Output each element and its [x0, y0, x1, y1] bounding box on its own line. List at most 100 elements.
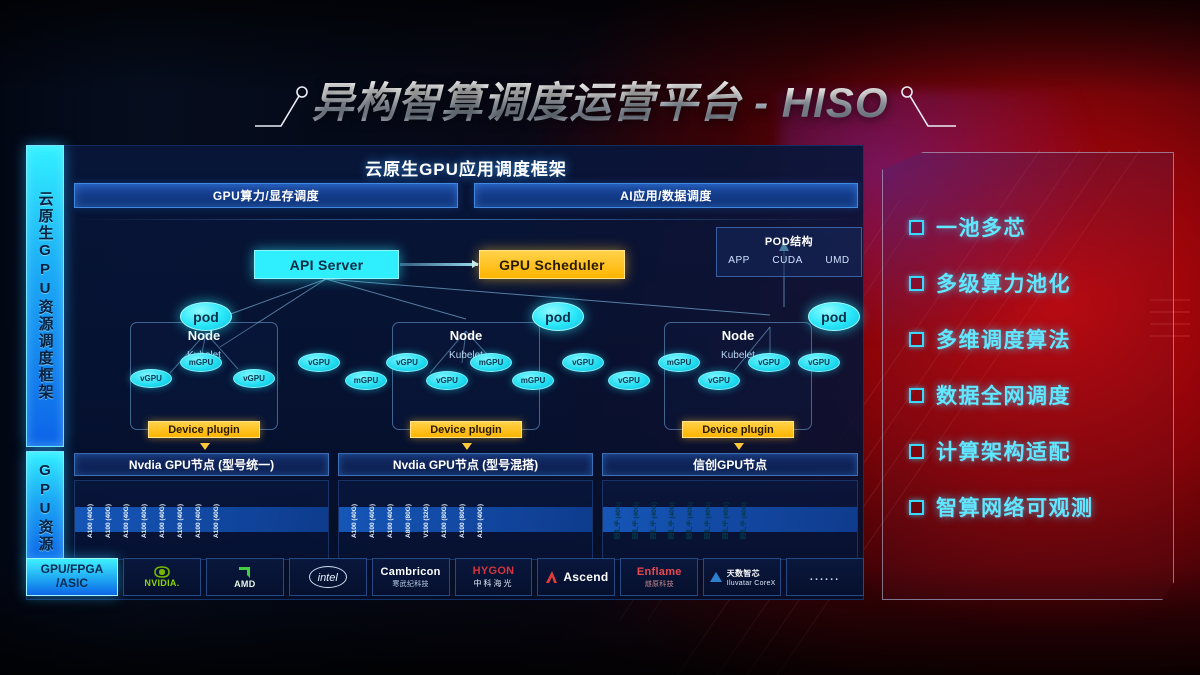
vendor-logo-nvidia[interactable]: NVIDIA.	[123, 558, 201, 596]
gpu-card[interactable]: A100 (80G)	[455, 487, 470, 555]
scheduling-bar-ai-label: AI应用/数据调度	[620, 189, 712, 203]
gpu-card-label: V100 (32G)	[423, 504, 430, 538]
gpu-node-header: 信创GPU节点	[602, 453, 858, 476]
feature-item-2[interactable]: 多维调度算法	[909, 311, 1173, 367]
checkbox-square-icon	[909, 219, 924, 235]
vendor-logo-cambricon[interactable]: Cambricon 寒武纪科技	[371, 558, 450, 596]
gpu-card[interactable]: 国产卡 (40G)	[701, 487, 716, 555]
vgpu-bubble[interactable]: vGPU	[562, 353, 604, 372]
vendor-logo-enflame[interactable]: Enflame 燧原科技	[620, 558, 699, 596]
device-plugin-button[interactable]: Device plugin	[682, 421, 794, 438]
gpu-card[interactable]: 国产卡 (40G)	[737, 487, 752, 555]
vgpu-bubble[interactable]: vGPU	[698, 371, 740, 390]
gpu-card[interactable]: 国产卡 (40G)	[647, 487, 662, 555]
gpu-card[interactable]: V100 (32G)	[419, 487, 434, 555]
device-plugin-button[interactable]: Device plugin	[410, 421, 522, 438]
gpu-card[interactable]: A100 (40G)	[383, 487, 398, 555]
gpu-card[interactable]: A100 (40G)	[173, 487, 188, 555]
checkbox-square-icon	[909, 331, 924, 347]
feature-highlights-panel: 一池多芯 多级算力池化 多维调度算法 数据全网调度 计算架构适配 智算网络可观测	[882, 152, 1174, 600]
gpu-card[interactable]: A100 (40G)	[209, 487, 224, 555]
gpu-card[interactable]: A100 (40G)	[101, 487, 116, 555]
vendor-logo-intel[interactable]: intel	[288, 558, 367, 596]
vgpu-bubble[interactable]: vGPU	[233, 369, 275, 388]
pod-structure-box: POD结构 APP CUDA UMD	[716, 227, 862, 277]
vgpu-bubble[interactable]: vGPU	[386, 353, 428, 372]
mgpu-bubble[interactable]: mGPU	[345, 371, 387, 390]
vendor-logo-amd[interactable]: AMD	[205, 558, 284, 596]
gpu-node-group-nvidia-mixed: Nvdia GPU节点 (型号混搭) A100 (40G) A100 (40G)…	[338, 451, 593, 563]
gpu-card[interactable]: A100 (40G)	[365, 487, 380, 555]
page-title: 异构智算调度运营平台 - HISO	[311, 69, 888, 130]
vendor-name: NVIDIA.	[144, 578, 180, 588]
feature-item-5[interactable]: 智算网络可观测	[909, 479, 1173, 535]
gpu-card[interactable]: A100 (40G)	[119, 487, 134, 555]
feature-label: 智算网络可观测	[936, 497, 1094, 520]
scheduling-bar-compute[interactable]: GPU算力/显存调度	[74, 183, 458, 208]
gpu-card-label: A100 (40G)	[213, 504, 220, 538]
mgpu-bubble[interactable]: mGPU	[658, 353, 700, 372]
pod-structure-item-cuda: CUDA	[772, 255, 803, 266]
rail-label-gpu-resource: GPU资源	[36, 461, 54, 553]
vendor-badge-gpu-fpga-asic: GPU/FPGA /ASIC	[26, 558, 118, 596]
slide-title-container: 异构智算调度运营平台 - HISO	[0, 68, 1200, 130]
framework-divider	[70, 219, 862, 220]
vgpu-bubble[interactable]: vGPU	[798, 353, 840, 372]
gpu-card[interactable]: A100 (80G)	[437, 487, 452, 555]
api-server-node[interactable]: API Server	[254, 250, 399, 279]
gpu-card[interactable]: 国产卡 (40G)	[683, 487, 698, 555]
feature-label: 数据全网调度	[936, 385, 1071, 408]
pod-node-3[interactable]: pod	[808, 302, 860, 331]
feature-item-3[interactable]: 数据全网调度	[909, 367, 1173, 423]
mgpu-bubble[interactable]: mGPU	[470, 353, 512, 372]
vgpu-bubble[interactable]: vGPU	[608, 371, 650, 390]
gpu-card-label: A100 (40G)	[123, 504, 130, 538]
gpu-node-tray: 国产卡 (40G) 国产卡 (40G) 国产卡 (40G) 国产卡 (40G) …	[602, 480, 858, 560]
vendor-name: ......	[809, 571, 841, 583]
device-plugin-button[interactable]: Device plugin	[148, 421, 260, 438]
title-right-decoration	[901, 86, 956, 127]
gpu-card[interactable]: A100 (40G)	[191, 487, 206, 555]
vendor-logo-more[interactable]: ......	[786, 558, 865, 596]
gpu-card-label: A100 (40G)	[369, 504, 376, 538]
gpu-card[interactable]: A100 (40G)	[155, 487, 170, 555]
node-label: Node	[721, 328, 755, 343]
gpu-card[interactable]: A800 (80G)	[401, 487, 416, 555]
vendor-name: AMD	[234, 579, 256, 589]
feature-item-1[interactable]: 多级算力池化	[909, 255, 1173, 311]
gpu-card[interactable]: 国产卡 (40G)	[665, 487, 680, 555]
gpu-card[interactable]: 国产卡 (40G)	[611, 487, 626, 555]
gpu-card-label: 国产卡 (40G)	[704, 502, 712, 540]
pod-node-1[interactable]: pod	[180, 302, 232, 331]
vendor-logo-hygon[interactable]: HYGON 中科海光	[454, 558, 533, 596]
vendor-logo-iluvatar[interactable]: 天数智芯 Iluvatar CoreX	[703, 558, 782, 596]
gpu-card[interactable]: A100 (40G)	[347, 487, 362, 555]
vendor-name: HYGON	[472, 565, 515, 577]
mgpu-bubble[interactable]: mGPU	[180, 353, 222, 372]
gpu-card[interactable]: 国产卡 (40G)	[629, 487, 644, 555]
vgpu-bubble[interactable]: vGPU	[426, 371, 468, 390]
pod-node-2[interactable]: pod	[532, 302, 584, 331]
architecture-diagram: 云原生GPU资源调度框架 GPU资源 云原生GPU应用调度框架 GPU算力/显存…	[26, 145, 864, 600]
vendor-name: Ascend	[563, 570, 609, 584]
vgpu-bubble[interactable]: vGPU	[130, 369, 172, 388]
vendor-logo-ascend[interactable]: Ascend	[537, 558, 616, 596]
feature-item-0[interactable]: 一池多芯	[909, 199, 1173, 255]
vgpu-bubble[interactable]: vGPU	[298, 353, 340, 372]
gpu-card[interactable]: 国产卡 (40G)	[719, 487, 734, 555]
gpu-card[interactable]: A100 (40G)	[473, 487, 488, 555]
gpu-scheduler-node[interactable]: GPU Scheduler	[479, 250, 625, 279]
mgpu-bubble[interactable]: mGPU	[512, 371, 554, 390]
gpu-node-header: Nvdia GPU节点 (型号统一)	[74, 453, 329, 476]
vgpu-bubble[interactable]: vGPU	[748, 353, 790, 372]
gpu-card-label: 国产卡 (40G)	[668, 502, 676, 540]
gpu-card-label: 国产卡 (40G)	[650, 502, 658, 540]
gpu-card-label: A100 (40G)	[387, 504, 394, 538]
scheduling-bar-ai[interactable]: AI应用/数据调度	[474, 183, 858, 208]
gpu-card-list: A100 (40G) A100 (40G) A100 (40G) A100 (4…	[83, 487, 224, 555]
gpu-node-band	[339, 507, 592, 532]
gpu-card[interactable]: A100 (40G)	[137, 487, 152, 555]
gpu-card[interactable]: A100 (40G)	[83, 487, 98, 555]
feature-item-4[interactable]: 计算架构适配	[909, 423, 1173, 479]
pod-structure-item-app: APP	[728, 255, 750, 266]
